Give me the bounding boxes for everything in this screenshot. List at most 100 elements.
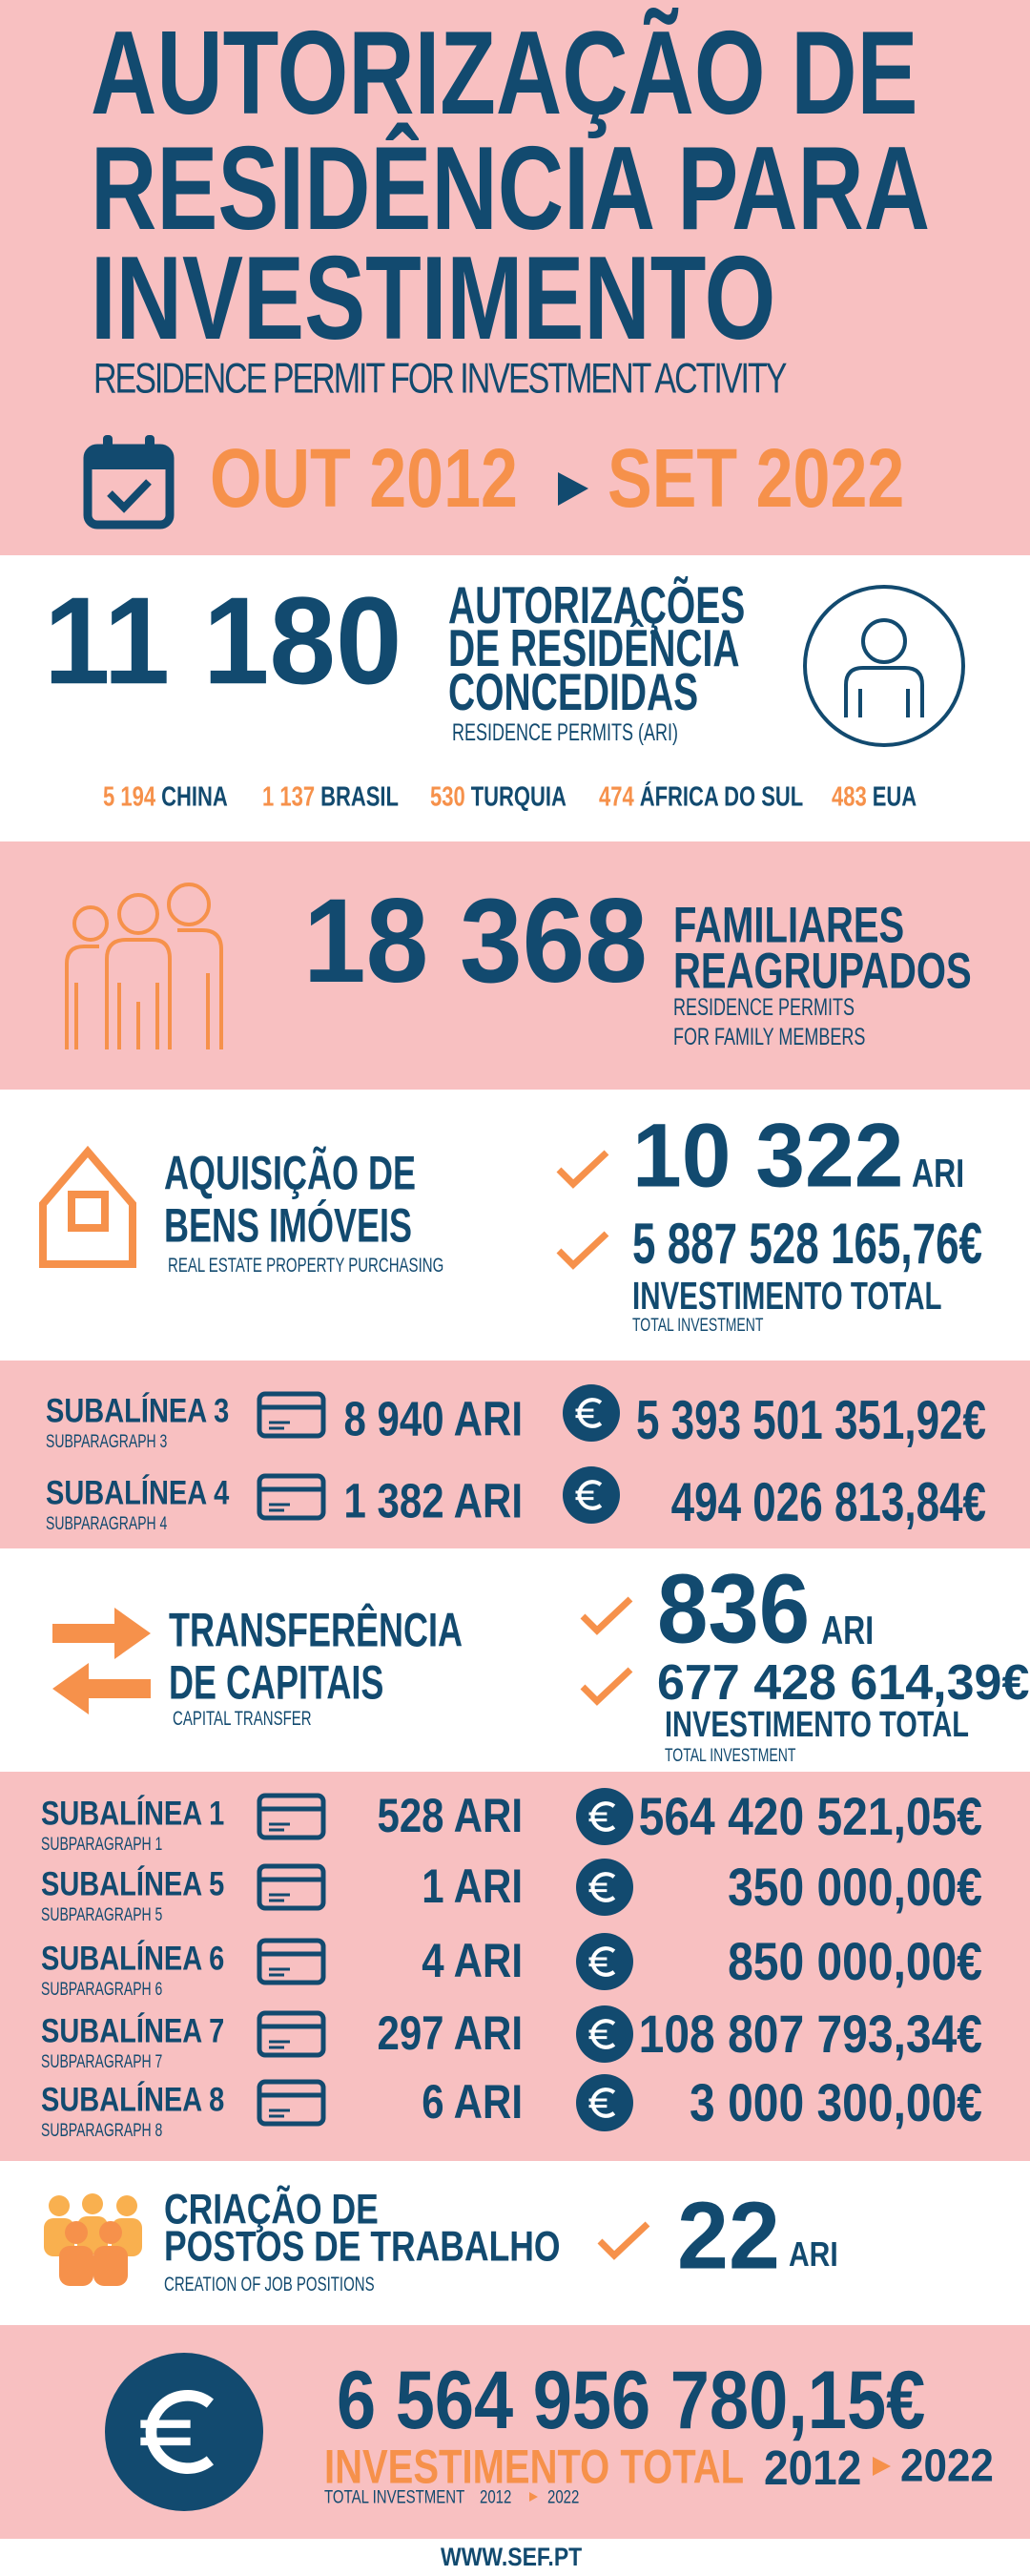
title: INVESTIMENTO (91, 232, 776, 365)
period: OUT 2012 (210, 431, 518, 525)
section-subtitle: REAL ESTATE PROPERTY PURCHASING (168, 1254, 444, 1278)
euro-symbol (590, 2019, 616, 2049)
card-icon (257, 1863, 326, 1911)
check-icon (597, 2221, 650, 2260)
euro-icon (576, 2005, 633, 2063)
check-icon (580, 1596, 633, 1635)
euro-icon (576, 1788, 633, 1845)
subparagraph-sub: SUBPARAGRAPH 7 (41, 2049, 163, 2071)
total-period: 2012 (764, 2440, 862, 2495)
check-icon (556, 1150, 609, 1189)
section-sublabel: RESIDENCE PERMITS (ARI) (452, 718, 679, 746)
euro-icon (576, 1859, 633, 1916)
arrow (558, 472, 588, 506)
section-sublabel: FOR FAMILY MEMBERS (673, 1023, 866, 1050)
euro-symbol (590, 1801, 616, 1832)
people-icon (44, 2193, 142, 2286)
total-sublabel: TOTAL INVESTMENT (324, 2486, 465, 2508)
subparagraph-amount: 564 420 521,05€ (638, 1788, 982, 1847)
section-title: POSTOS DE TRABALHO (164, 2222, 561, 2271)
card-icon (257, 2010, 326, 2058)
subparagraph-name: SUBALÍNEA 8 (41, 2082, 225, 2119)
country: 530 TURQUIA (430, 780, 566, 812)
family-head (117, 893, 159, 935)
person-circle (803, 585, 965, 747)
family-head (72, 905, 109, 942)
subparagraph-name: SUBALÍNEA 1 (41, 1796, 225, 1833)
card-icon (257, 1391, 326, 1439)
arrow (529, 2492, 538, 2502)
country-value: 483 (832, 780, 867, 812)
section-label: AUTORIZAÇÕES (448, 577, 746, 635)
arrow-right (52, 1608, 151, 1659)
section-label: REAGRUPADOS (673, 944, 972, 1000)
people-head (49, 2195, 70, 2216)
euro-symbol (577, 1398, 603, 1428)
check-icon (556, 1231, 609, 1270)
unit: ARI (912, 1151, 965, 1196)
total-sub-period: 2012 (480, 2486, 512, 2508)
euro-symbol (590, 1946, 616, 1977)
country-name: EUA (872, 780, 917, 812)
people-head (65, 2221, 88, 2244)
card-icon (257, 1938, 326, 1985)
investment-label: INVESTIMENTO TOTAL (665, 1705, 970, 1745)
big-number: 836 (657, 1554, 811, 1665)
section-subtitle: CREATION OF JOB POSITIONS (164, 2273, 375, 2296)
investment-sublabel: TOTAL INVESTMENT (665, 1743, 796, 1765)
subparagraph-sub: SUBPARAGRAPH 3 (46, 1429, 168, 1451)
family-icon (65, 883, 223, 1049)
country-name: ÁFRICA DO SUL (639, 780, 804, 812)
section-sublabel: RESIDENCE PERMITS (673, 993, 855, 1021)
calendar-ring (145, 435, 154, 460)
section-label: DE RESIDÊNCIA (448, 620, 740, 678)
period: SET 2022 (608, 431, 905, 525)
investment-sublabel: TOTAL INVESTMENT (632, 1313, 764, 1335)
arrow (873, 2457, 891, 2476)
subparagraph-sub: SUBPARAGRAPH 6 (41, 1977, 163, 1999)
country-value: 530 (430, 780, 465, 812)
euro-symbol (145, 2390, 214, 2474)
big-number: 22 (677, 2181, 780, 2290)
country-name: CHINA (161, 780, 228, 812)
subtitle: RESIDENCE PERMIT FOR INVESTMENT ACTIVITY (93, 355, 787, 403)
subparagraph-name: SUBALÍNEA 3 (46, 1393, 230, 1430)
country-name: TURQUIA (470, 780, 566, 812)
total-sub-period: 2022 (547, 2486, 580, 2508)
card-icon (257, 1793, 326, 1840)
investment-label: INVESTIMENTO TOTAL (632, 1275, 942, 1319)
people-head (99, 2221, 122, 2244)
calendar-icon (83, 435, 175, 530)
subparagraph-ari: 1 382 ARI (343, 1473, 523, 1528)
subparagraph-ari: 4 ARI (422, 1933, 523, 1987)
family-head (167, 883, 211, 926)
subparagraph-amount: 108 807 793,34€ (638, 2005, 982, 2065)
title: AUTORIZAÇÃO DE (91, 7, 918, 140)
arrow-left (52, 1663, 151, 1714)
total-amount: 6 564 956 780,15€ (337, 2354, 926, 2446)
big-number: 10 322 (632, 1104, 904, 1206)
subparagraph-name: SUBALÍNEA 7 (41, 2013, 225, 2050)
subparagraph-ari: 297 ARI (377, 2005, 523, 2060)
subparagraph-amount: 3 000 300,00€ (690, 2074, 982, 2133)
house-icon (39, 1145, 136, 1268)
person-body (844, 666, 924, 717)
section-title: BENS IMÓVEIS (164, 1197, 413, 1253)
subparagraph-sub: SUBPARAGRAPH 4 (46, 1511, 168, 1533)
euro-icon (563, 1466, 620, 1524)
section-subtitle: CAPITAL TRANSFER (173, 1707, 312, 1731)
people-head (116, 2195, 137, 2216)
total-period: 2022 (900, 2440, 994, 2492)
euro-icon (563, 1384, 620, 1442)
card-icon (257, 1473, 326, 1521)
country: 474 ÁFRICA DO SUL (599, 780, 804, 812)
check-icon (580, 1667, 633, 1706)
section-bg (0, 1772, 1030, 2161)
section-title: CRIAÇÃO DE (164, 2185, 379, 2233)
title: RESIDÊNCIA PARA (91, 122, 931, 256)
euro-icon (576, 2074, 633, 2131)
unit: ARI (821, 1608, 875, 1653)
subparagraph-amount: 5 393 501 351,92€ (635, 1390, 986, 1451)
section-title: TRANSFERÊNCIA (169, 1602, 464, 1657)
subparagraph-name: SUBALÍNEA 4 (46, 1475, 230, 1512)
